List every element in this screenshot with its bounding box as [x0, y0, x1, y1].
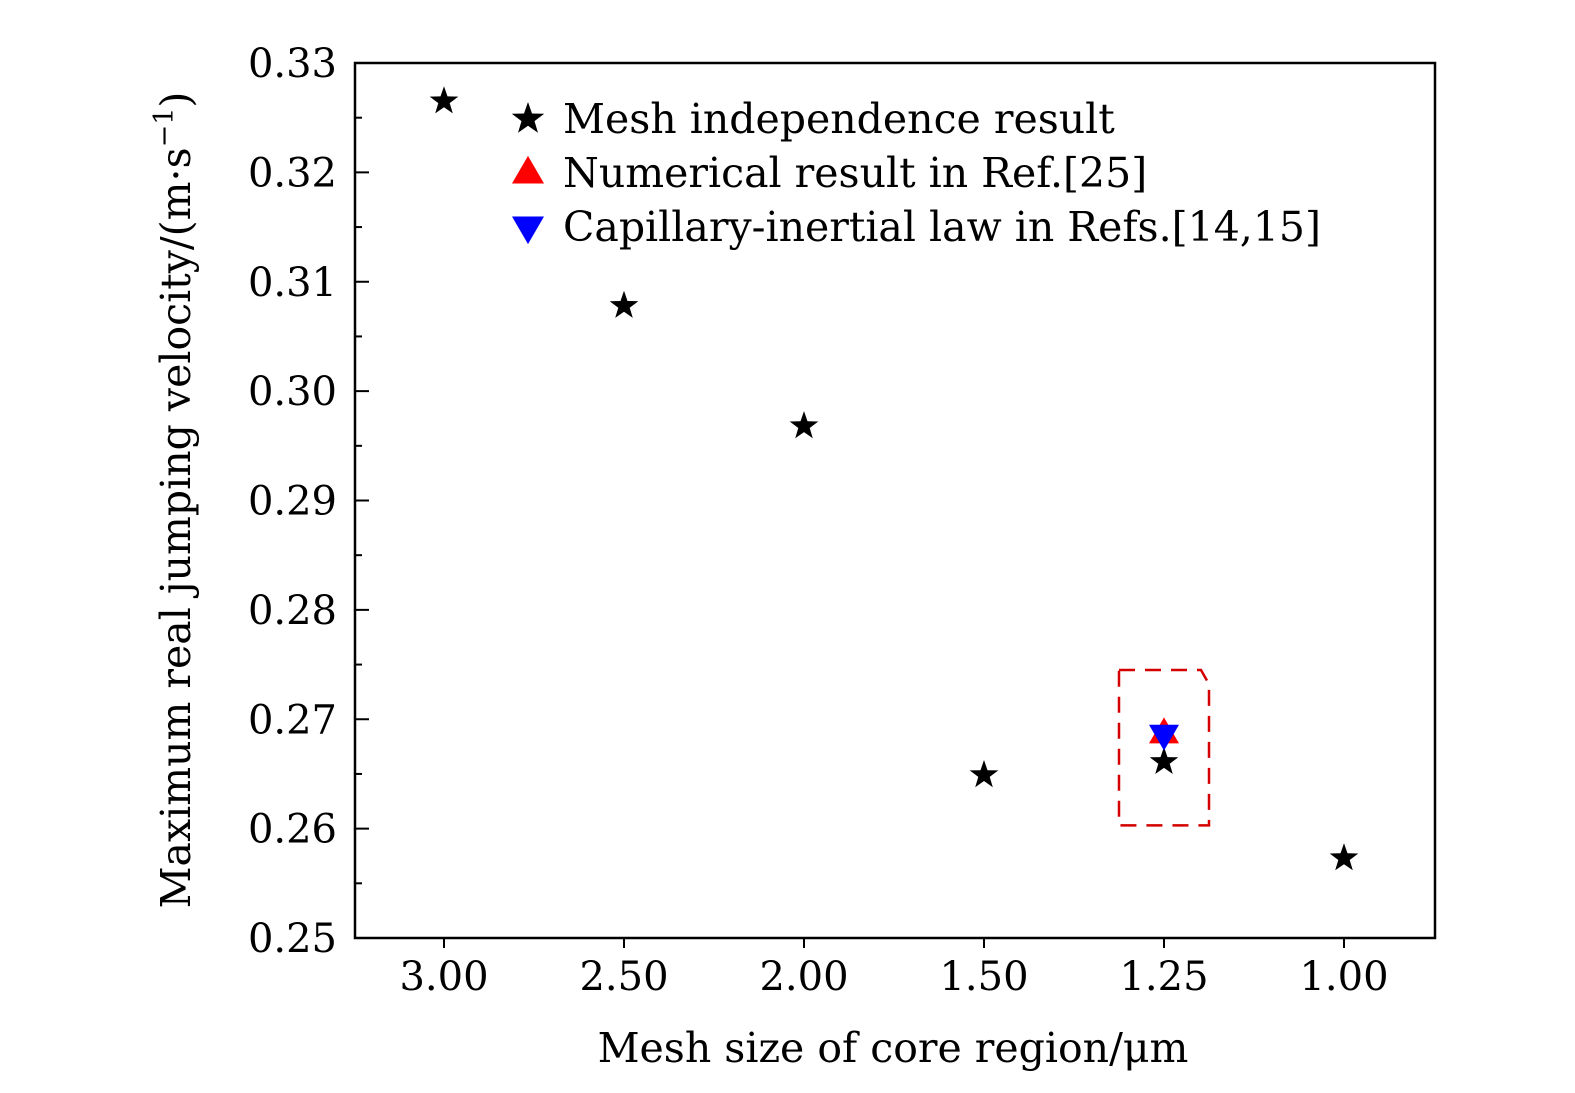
y-tick-label: 0.27 [248, 697, 337, 743]
y-axis-title: Maximum real jumping velocity/(m·s−1) [149, 92, 200, 909]
point-star [1329, 843, 1359, 871]
point-triangle-down [1149, 724, 1179, 751]
y-tick-label: 0.25 [248, 916, 337, 962]
highlight-layer [1117, 668, 1211, 827]
point-star [609, 290, 639, 318]
x-tick-label: 1.00 [1299, 954, 1388, 1000]
legend-marker-triangle-up [512, 155, 544, 184]
point-star [429, 86, 459, 114]
legend-marker-star [511, 102, 545, 133]
y-tick-label: 0.28 [248, 588, 337, 634]
legend-label-mesh: Mesh independence result [563, 95, 1115, 143]
y-tick-label: 0.32 [248, 150, 337, 196]
y-tick-label: 0.31 [248, 260, 337, 306]
x-tick-label: 1.25 [1119, 954, 1208, 1000]
legend-label-capillary: Capillary-inertial law in Refs.[14,15] [563, 203, 1321, 251]
point-star [789, 411, 819, 439]
highlight-box [1117, 668, 1211, 827]
legend-label-numerical: Numerical result in Ref.[25] [563, 149, 1147, 197]
legend: Mesh independence result Numerical resul… [511, 95, 1321, 251]
x-tick-label: 2.50 [579, 954, 668, 1000]
data-points [429, 86, 1359, 871]
y-axis-title-main: Maximum real jumping velocity/(m·s [152, 147, 200, 908]
y-axis-ticks: 0.25 0.26 0.27 0.28 0.29 0.30 0.31 0.32 0.33 [248, 41, 369, 962]
x-tick-label: 3.00 [399, 954, 488, 1000]
x-axis-title: Mesh size of core region/μm [598, 1024, 1189, 1072]
x-tick-label: 2.00 [759, 954, 848, 1000]
y-axis-title-close: ) [152, 92, 200, 108]
y-tick-label: 0.29 [248, 479, 337, 525]
legend-markers [511, 102, 545, 245]
y-tick-label: 0.26 [248, 807, 337, 853]
x-axis-ticks: 3.00 2.50 2.00 1.50 1.25 1.00 [399, 938, 1389, 1000]
x-tick-label: 1.50 [939, 954, 1028, 1000]
y-axis-title-exp: −1 [149, 108, 180, 148]
y-tick-label: 0.33 [248, 41, 337, 87]
legend-marker-triangle-down [512, 216, 544, 245]
point-star [969, 760, 999, 788]
y-tick-label: 0.30 [248, 369, 337, 415]
point-star [1149, 746, 1179, 774]
